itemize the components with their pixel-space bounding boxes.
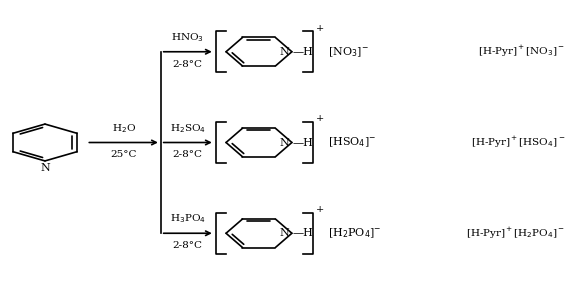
Text: [H-Pyr]$^+$[HSO$_4$]$^-$: [H-Pyr]$^+$[HSO$_4$]$^-$ xyxy=(471,135,566,150)
Text: N: N xyxy=(40,163,50,173)
Text: —H: —H xyxy=(293,137,314,148)
Text: 2-8°C: 2-8°C xyxy=(173,241,203,250)
Text: 25°C: 25°C xyxy=(110,150,137,159)
Text: N: N xyxy=(280,47,290,57)
Text: —H: —H xyxy=(293,228,314,238)
Text: [H$_2$PO$_4$]$^{-}$: [H$_2$PO$_4$]$^{-}$ xyxy=(328,227,381,240)
Text: [H-Pyr]$^+$[H$_2$PO$_4$]$^-$: [H-Pyr]$^+$[H$_2$PO$_4$]$^-$ xyxy=(466,226,566,241)
Text: 2-8°C: 2-8°C xyxy=(173,150,203,159)
Text: HNO$_3$: HNO$_3$ xyxy=(171,31,204,44)
Text: H$_2$O: H$_2$O xyxy=(112,122,135,135)
Text: [NO$_3$]$^{-}$: [NO$_3$]$^{-}$ xyxy=(328,45,368,58)
Text: N: N xyxy=(280,137,290,148)
Text: +: + xyxy=(316,205,324,214)
Text: +: + xyxy=(316,24,324,32)
Text: N: N xyxy=(280,228,290,238)
Text: [H-Pyr]$^+$[NO$_3$]$^-$: [H-Pyr]$^+$[NO$_3$]$^-$ xyxy=(478,44,566,59)
Text: H$_3$PO$_4$: H$_3$PO$_4$ xyxy=(170,213,205,225)
Text: H$_2$SO$_4$: H$_2$SO$_4$ xyxy=(170,122,206,135)
Text: 2-8°C: 2-8°C xyxy=(173,60,203,69)
Text: +: + xyxy=(316,114,324,123)
Text: —H: —H xyxy=(293,47,314,57)
Text: [HSO$_4$]$^{-}$: [HSO$_4$]$^{-}$ xyxy=(328,136,376,149)
